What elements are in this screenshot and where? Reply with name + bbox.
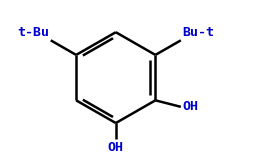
Text: t-Bu: t-Bu: [17, 26, 49, 39]
Text: OH: OH: [182, 100, 198, 113]
Text: Bu-t: Bu-t: [182, 26, 214, 39]
Text: OH: OH: [108, 141, 124, 154]
